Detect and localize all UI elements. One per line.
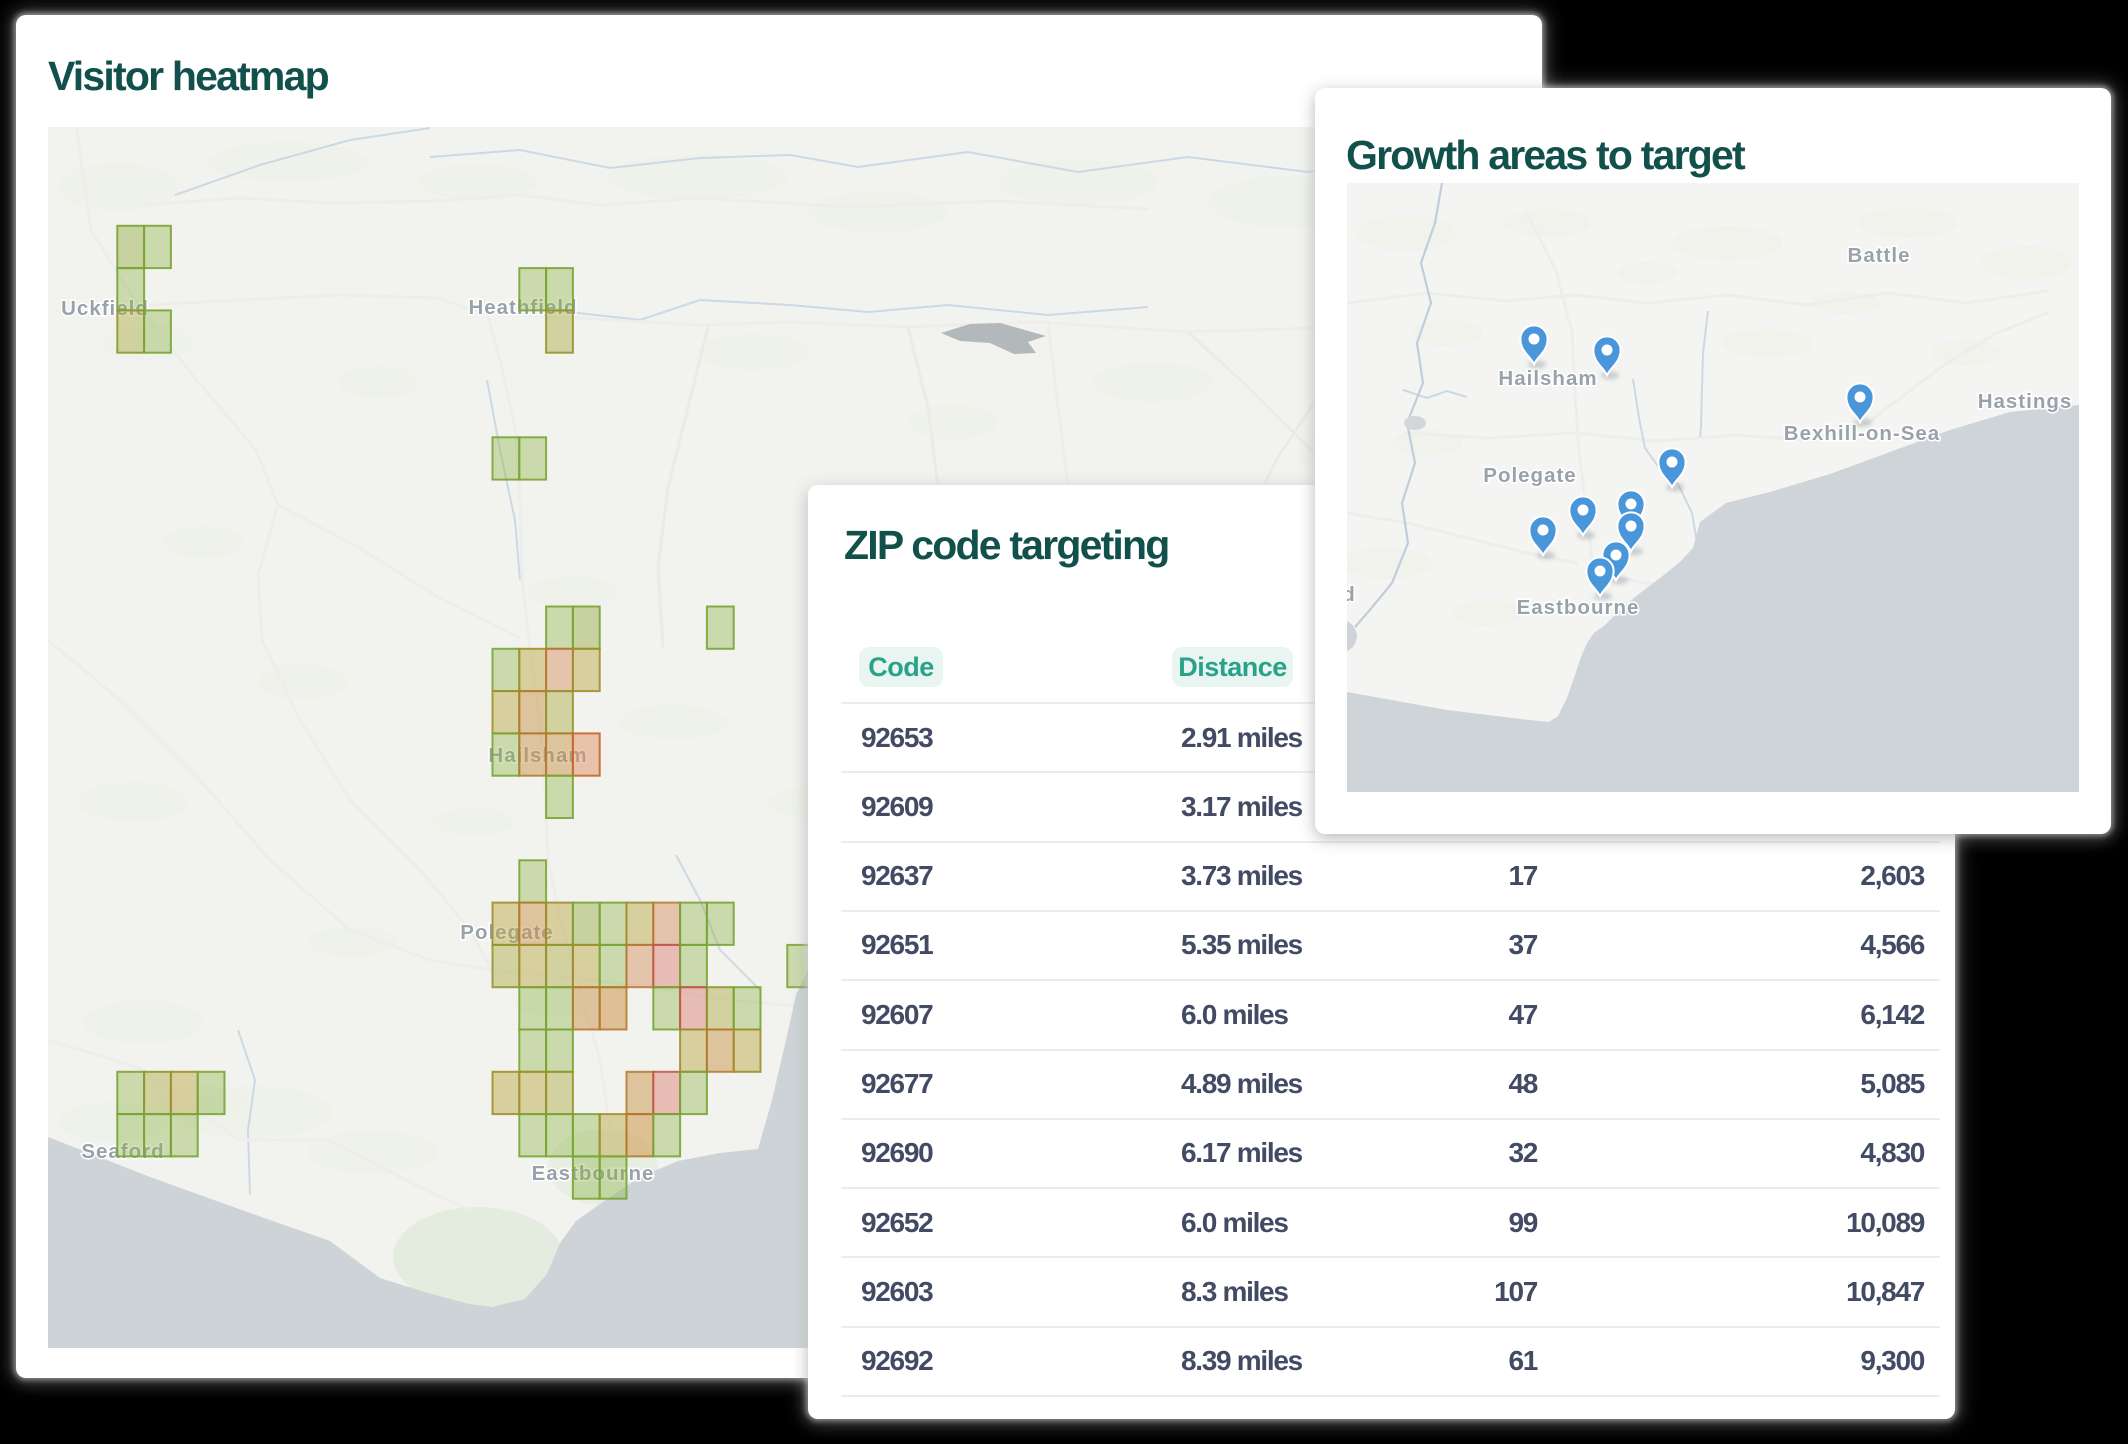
svg-text:Polegate: Polegate [1483,464,1576,487]
svg-text:Battle: Battle [1848,244,1911,267]
svg-text:Hastings: Hastings [1978,390,2073,413]
svg-text:Eastbourne: Eastbourne [1517,596,1640,619]
svg-text:d: d [1347,583,1356,606]
svg-text:Hailsham: Hailsham [1498,367,1597,390]
svg-text:Uckfield: Uckfield [61,297,149,320]
svg-text:Heathfield: Heathfield [468,296,577,319]
svg-text:Eastbourne: Eastbourne [532,1162,655,1185]
